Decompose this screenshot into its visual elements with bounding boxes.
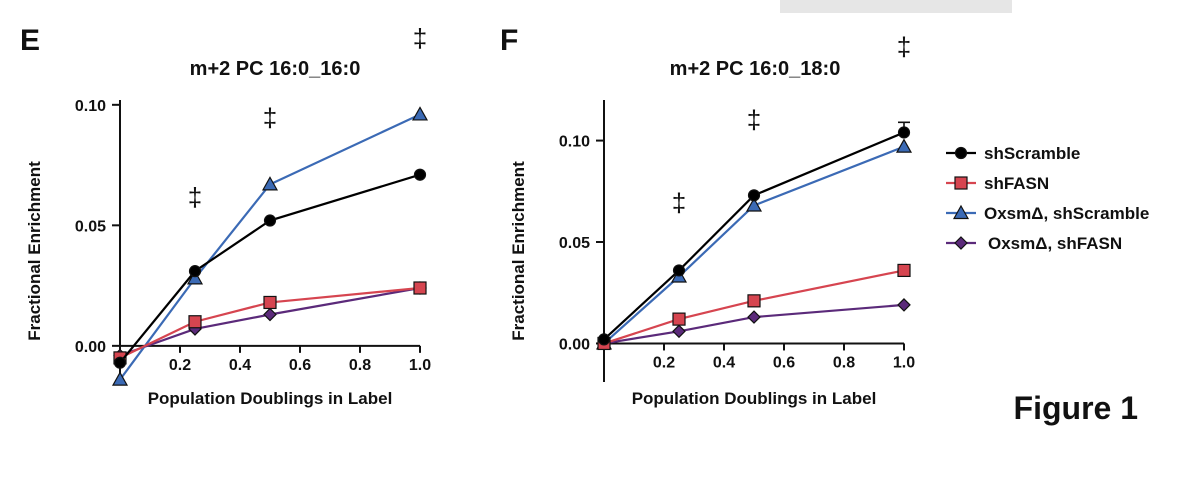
legend-label: OxsmΔ, shScramble xyxy=(984,204,1149,223)
data-point xyxy=(747,310,761,324)
data-point xyxy=(263,295,277,310)
significance-marker: ‡ xyxy=(672,188,686,218)
data-point xyxy=(113,356,127,369)
x-axis-label: Population Doublings in Label xyxy=(632,389,877,408)
y-tick-label: 0.05 xyxy=(559,235,590,252)
y-axis-label: Fractional Enrichment xyxy=(25,161,44,341)
data-point xyxy=(186,270,204,285)
x-tick-label: 0.4 xyxy=(713,354,735,371)
data-point xyxy=(672,324,686,339)
chart-title: m+2 PC 16:0_16:0 xyxy=(190,58,361,80)
data-point xyxy=(897,298,911,312)
x-tick-label: 0.6 xyxy=(773,354,795,371)
panel-letter: F xyxy=(500,24,518,57)
y-tick-label: 0.00 xyxy=(559,336,590,353)
y-tick-label: 0.10 xyxy=(75,98,106,115)
data-point xyxy=(672,264,686,277)
series-line xyxy=(119,286,421,359)
legend-marker xyxy=(954,236,968,250)
chart-panel-F: Fm+2 PC 16:0_18:0 0.00 0.05 0.10 0.2 0.4 0.6 0.… xyxy=(500,24,915,408)
legend-marker xyxy=(952,204,970,220)
data-point xyxy=(413,168,427,181)
data-point xyxy=(261,176,279,191)
significance-marker: ‡ xyxy=(188,182,202,212)
y-tick-label: 0.05 xyxy=(75,218,106,235)
significance-marker: ‡ xyxy=(263,103,277,133)
x-tick-label: 0.2 xyxy=(169,357,191,374)
significance-marker: ‡ xyxy=(897,31,911,61)
data-point xyxy=(672,312,686,326)
legend-item: OxsmΔ, shScramble xyxy=(946,204,1149,223)
x-tick-label: 1.0 xyxy=(409,357,431,374)
legend-item: shScramble xyxy=(946,144,1080,163)
x-tick-label: 0.6 xyxy=(289,357,311,374)
chart-panel-E: Em+2 PC 16:0_16:0 0.00 0.05 0.10 0.2 0.4 0.6 0.… xyxy=(20,23,431,408)
series-line xyxy=(603,131,905,341)
legend: shScramble shFASN OxsmΔ, shScramble OxsmΔ, … xyxy=(946,144,1149,253)
legend-label: shScramble xyxy=(984,144,1080,163)
y-axis-label: Fractional Enrichment xyxy=(509,161,528,341)
top-gray-bar xyxy=(780,0,1012,13)
series-line xyxy=(603,145,905,345)
data-point xyxy=(897,126,911,139)
x-tick-label: 0.8 xyxy=(349,357,371,374)
data-point xyxy=(895,138,913,153)
x-tick-label: 0.8 xyxy=(833,354,855,371)
data-point xyxy=(747,294,761,308)
series-line xyxy=(603,303,905,345)
data-point xyxy=(897,263,911,278)
series-line xyxy=(119,113,421,381)
legend-marker xyxy=(954,146,968,160)
series-line xyxy=(119,173,421,364)
panel-letter: E xyxy=(20,24,40,57)
x-axis-label: Population Doublings in Label xyxy=(148,389,393,408)
data-point xyxy=(111,371,129,386)
series-line xyxy=(603,269,905,345)
x-tick-label: 1.0 xyxy=(893,354,915,371)
legend-label: OxsmΔ, shFASN xyxy=(988,234,1122,253)
legend-marker xyxy=(954,176,968,190)
chart-title: m+2 PC 16:0_18:0 xyxy=(670,58,841,80)
legend-item: shFASN xyxy=(946,174,1049,193)
data-point xyxy=(263,307,277,322)
data-point xyxy=(745,197,763,212)
x-tick-label: 0.2 xyxy=(653,354,675,371)
legend-item: OxsmΔ, shFASN xyxy=(946,234,1122,253)
significance-marker: ‡ xyxy=(747,104,761,134)
series-line xyxy=(119,286,421,357)
data-point xyxy=(188,265,202,278)
data-point xyxy=(263,214,277,227)
significance-marker: ‡ xyxy=(413,23,427,53)
y-tick-label: 0.10 xyxy=(559,134,590,151)
figure-label: Figure 1 xyxy=(1013,390,1138,426)
data-point xyxy=(597,333,611,346)
x-tick-label: 0.4 xyxy=(229,357,251,374)
data-point xyxy=(747,189,761,202)
data-point xyxy=(411,106,429,121)
data-point xyxy=(413,281,427,295)
legend-label: shFASN xyxy=(984,174,1049,193)
y-tick-label: 0.00 xyxy=(75,339,106,356)
data-point xyxy=(188,315,202,329)
